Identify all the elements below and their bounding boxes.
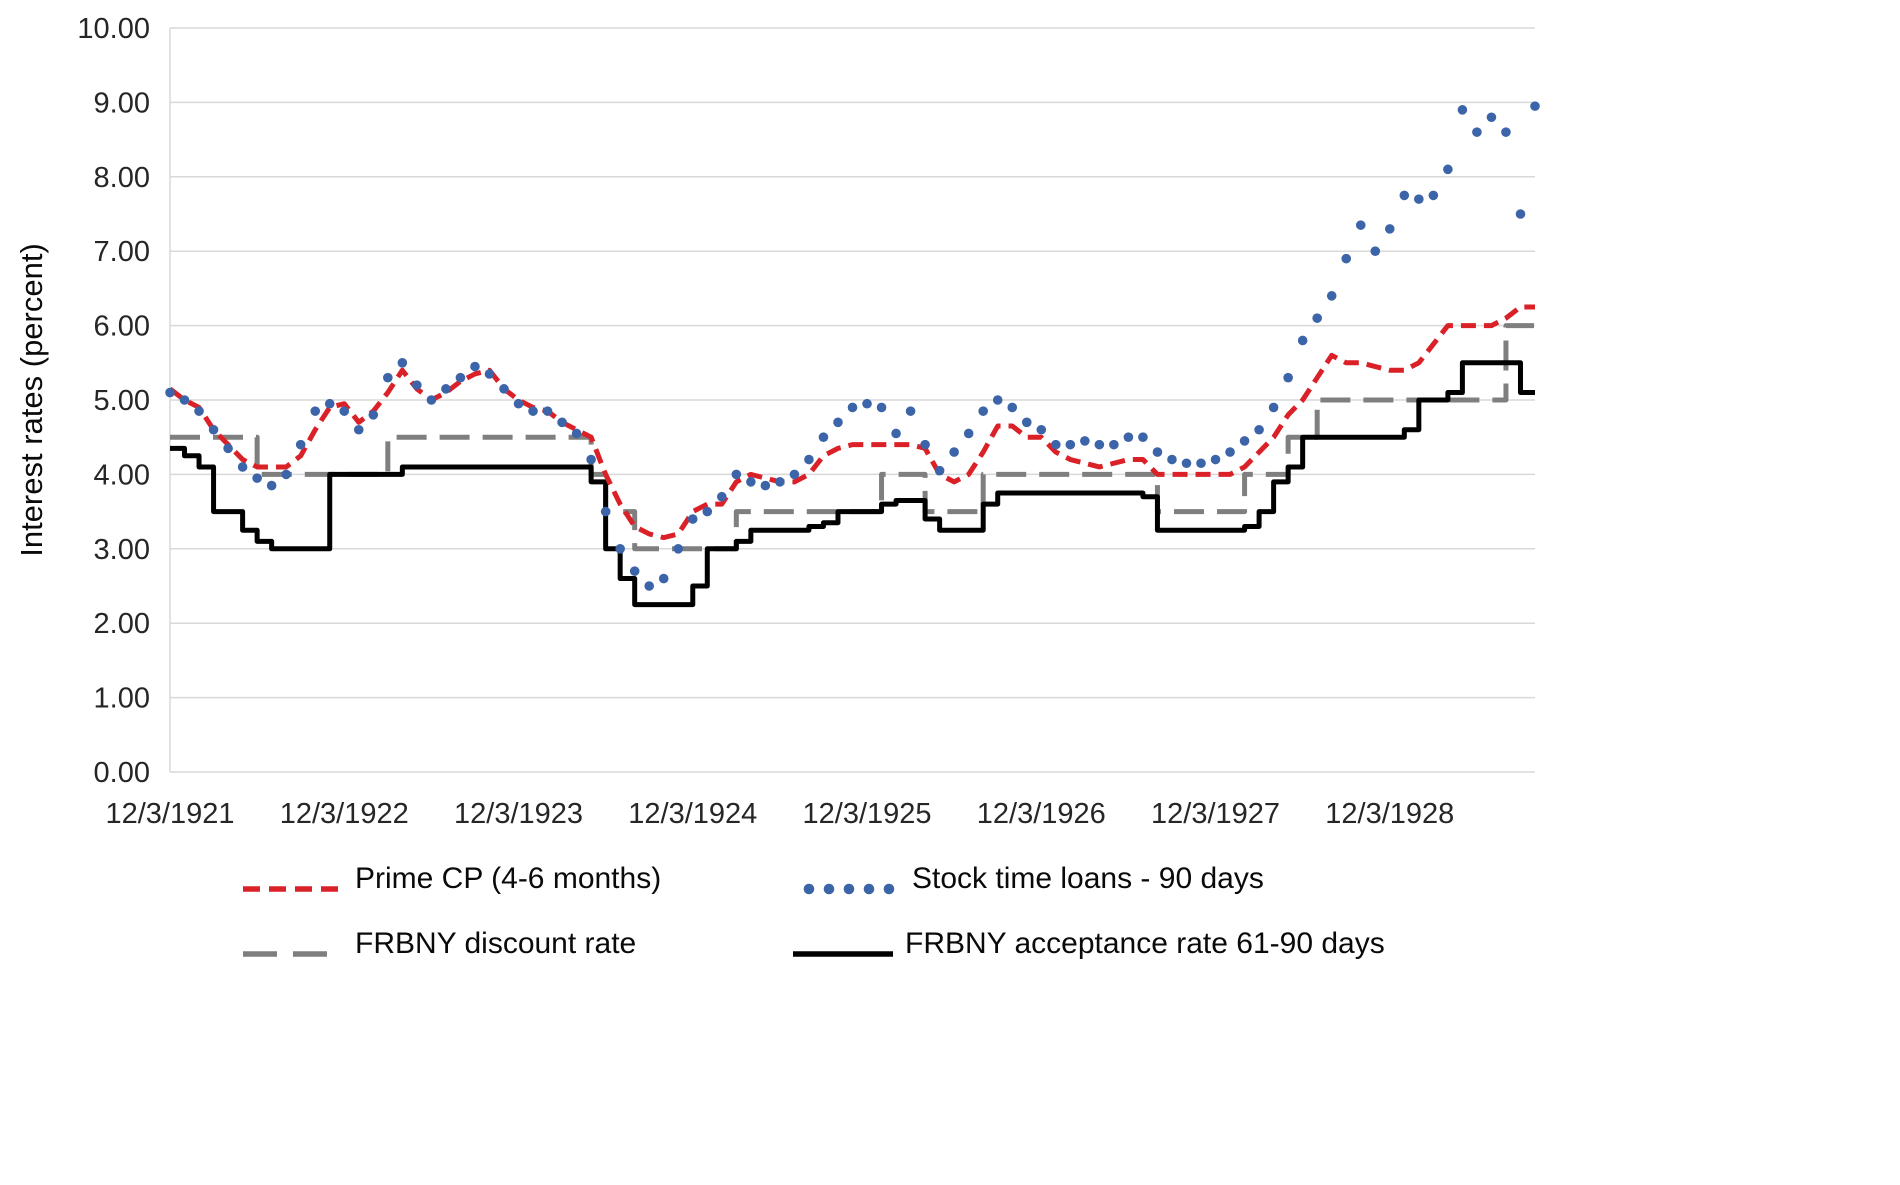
x-tick-label: 12/3/1924 (628, 798, 757, 830)
legend-item-frbny-discount-rate: FRBNY discount rate (243, 929, 636, 959)
y-tick-label: 8.00 (94, 162, 150, 194)
y-tick-label: 4.00 (94, 459, 150, 491)
y-tick-label: 6.00 (94, 311, 150, 343)
y-tick-label: 3.00 (94, 534, 150, 566)
y-tick-label: 0.00 (94, 757, 150, 789)
y-tick-label: 9.00 (94, 87, 150, 119)
legend-key-frbny-discount-rate-icon (243, 936, 343, 957)
legend-label-frbny-discount-rate: FRBNY discount rate (355, 927, 637, 960)
legend-label-frbny-acceptance-rate: FRBNY acceptance rate 61-90 days (905, 927, 1385, 960)
x-tick-label: 12/3/1921 (105, 798, 234, 830)
legend-item-prime-cp: Prime CP (4-6 months) (243, 864, 661, 894)
x-tick-label: 12/3/1923 (454, 798, 583, 830)
legend-key-stock-time-loans-icon (800, 871, 900, 895)
series-stock-time-loans (165, 101, 1540, 591)
x-tick-label: 12/3/1928 (1325, 798, 1454, 830)
x-tick-label: 12/3/1922 (280, 798, 409, 830)
legend-key-prime-cp-icon (243, 871, 343, 892)
legend-item-frbny-acceptance-rate: FRBNY acceptance rate 61-90 days (793, 929, 1385, 959)
legend-label-stock-time-loans: Stock time loans - 90 days (912, 862, 1264, 895)
series-prime-cp (168, 304, 1535, 541)
x-tick-label: 12/3/1925 (803, 798, 932, 830)
y-tick-label: 2.00 (94, 608, 150, 640)
y-tick-label: 7.00 (94, 236, 150, 268)
y-tick-label: 5.00 (94, 385, 150, 417)
series-frbny-acceptance-rate (170, 360, 1535, 608)
legend-label-prime-cp: Prime CP (4-6 months) (355, 862, 662, 895)
legend-item-stock-time-loans: Stock time loans - 90 days (800, 862, 1264, 895)
legend-key-frbny-acceptance-rate-icon (793, 936, 893, 957)
x-tick-label: 12/3/1926 (977, 798, 1106, 830)
y-tick-label: 10.00 (77, 13, 150, 45)
y-axis-title: Interest rates (percent) (14, 243, 49, 557)
y-tick-label: 1.00 (94, 683, 150, 715)
x-tick-label: 12/3/1927 (1151, 798, 1280, 830)
